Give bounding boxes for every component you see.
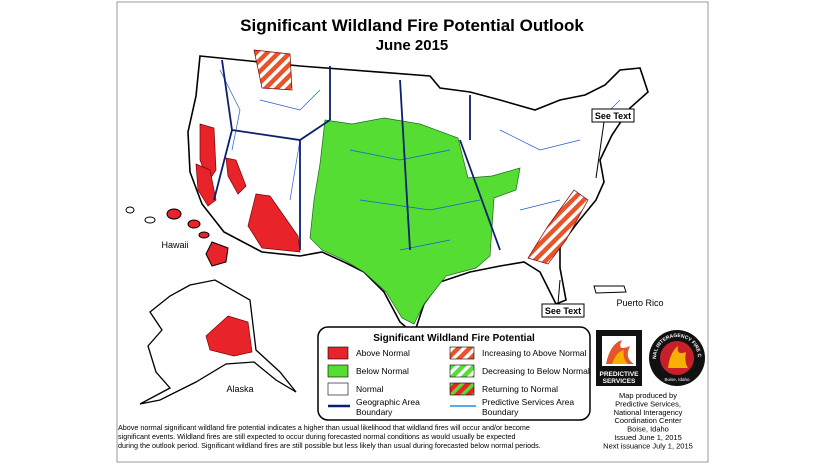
legend-label: Above Normal: [356, 348, 410, 358]
legend-labels: Above Normal Below Normal Normal Geographic…: [356, 348, 590, 417]
legend-swatch: [449, 382, 475, 396]
legend-label: Predictive Services Area: [482, 397, 574, 407]
legend-label: Returning to Normal: [482, 384, 558, 394]
above-normal-area: [225, 157, 247, 195]
see-text-box: [541, 303, 585, 318]
credit-line: Predictive Services,: [615, 399, 681, 408]
increasing-area: [527, 189, 589, 265]
legend-label: Decreasing to Below Normal: [482, 366, 590, 376]
legend-label: Below Normal: [356, 366, 409, 376]
puerto-rico-label: Puerto Rico: [616, 298, 663, 308]
predictive-services-logo: PREDICTIVE SERVICES: [596, 330, 642, 386]
legend-label: Normal: [356, 384, 384, 394]
logo-text: SERVICES: [603, 378, 636, 385]
credit-line: National Interagency: [614, 408, 683, 417]
see-text-box: [591, 108, 635, 123]
footnote-line: significant events. Wildland fires are s…: [118, 432, 516, 441]
footnote-line: Above normal significant wildland fire p…: [118, 423, 530, 432]
legend-swatch: [449, 346, 475, 360]
map-subtitle: June 2015: [376, 37, 449, 54]
above-normal-area: [205, 315, 253, 357]
credit-line: Map produced by: [619, 391, 677, 400]
hawaii-label: Hawaii: [161, 240, 188, 250]
see-text-leader: [557, 279, 561, 305]
legend-swatch: [327, 346, 349, 360]
gacc-boundaries: [213, 59, 501, 251]
hawaii-islands: [125, 206, 229, 267]
legend-title: Significant Wildland Fire Potential: [373, 333, 535, 344]
logo-text: PREDICTIVE: [599, 371, 639, 378]
legend-swatch: [449, 364, 475, 378]
see-text-label: See Text: [595, 111, 631, 121]
legend-label: Boundary: [482, 407, 519, 417]
above-normal-area: [195, 163, 217, 207]
puerto-rico-shape: [593, 285, 627, 294]
alaska-label: Alaska: [226, 384, 253, 394]
see-text-leader: [595, 121, 605, 179]
increasing-area: [253, 49, 293, 91]
credit-line: Issued June 1, 2015: [614, 433, 682, 442]
legend-label: Boundary: [356, 407, 393, 417]
legend-label: Increasing to Above Normal: [482, 348, 587, 358]
credit-line: Coordination Center: [614, 416, 682, 425]
legend-swatch: [327, 382, 349, 396]
legend: Significant Wildland Fire Potential Abov…: [317, 326, 591, 421]
see-text-label: See Text: [545, 306, 581, 316]
footnote: Above normal significant wildland fire p…: [118, 423, 541, 450]
legend-swatch: [327, 364, 349, 378]
credit-line: Next issuance July 1, 2015: [603, 441, 693, 450]
footnote-line: during the outlook period. Significant w…: [118, 441, 541, 450]
legend-label: Geographic Area: [356, 397, 420, 407]
below-normal-area: [309, 117, 521, 325]
logo-text: Boise, Idaho: [664, 377, 690, 382]
credit-line: Boise, Idaho: [627, 425, 669, 434]
map-title: Significant Wildland Fire Potential Outl…: [240, 16, 584, 35]
above-normal-area: [247, 193, 301, 253]
